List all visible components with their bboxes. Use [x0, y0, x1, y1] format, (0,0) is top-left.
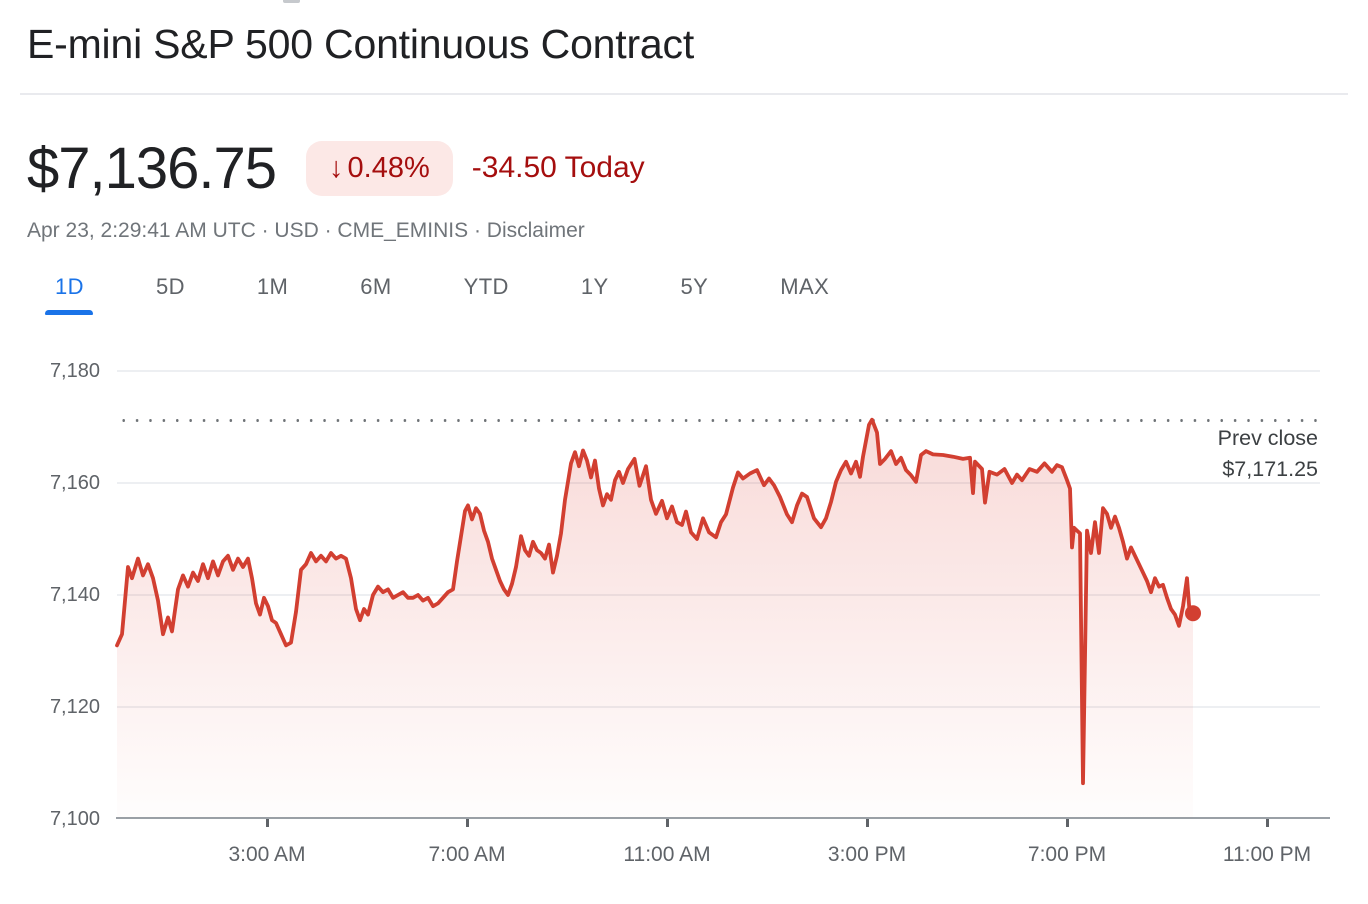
- y-axis-label: 7,180: [49, 360, 100, 382]
- y-axis-label: 7,160: [49, 472, 100, 494]
- tab-6m[interactable]: 6M: [360, 274, 392, 299]
- quote-timestamp: Apr 23, 2:29:41 AM UTC · USD · CME_EMINI…: [27, 219, 487, 242]
- tab-5d[interactable]: 5D: [155, 274, 185, 299]
- prev-close-text: Prev close: [1217, 426, 1318, 450]
- change-percent-badge: ↓ 0.48%: [306, 140, 453, 196]
- price-line: [115, 417, 1195, 786]
- last-price-dot: [1185, 605, 1201, 622]
- x-axis-label: 3:00 AM: [228, 843, 306, 866]
- x-tick-mark: [1266, 819, 1269, 827]
- tab-ytd[interactable]: YTD: [463, 274, 509, 299]
- down-arrow-icon: ↓: [329, 151, 344, 184]
- y-axis-label: 7,140: [49, 584, 100, 606]
- x-axis-label: 3:00 PM: [827, 843, 907, 866]
- tab-5y[interactable]: 5Y: [680, 274, 709, 299]
- quote-summary: $7,136.75 ↓ 0.48% -34.50 Today: [27, 134, 645, 202]
- prev-close-label: Prev close $7,171.25: [1218, 423, 1318, 485]
- x-tick-mark: [666, 819, 669, 827]
- x-tick-mark: [1066, 819, 1069, 827]
- disclaimer-link[interactable]: Disclaimer: [486, 219, 585, 242]
- tab-1d[interactable]: 1D: [55, 274, 84, 315]
- price-chart-plot[interactable]: [115, 350, 1320, 880]
- change-absolute-today: -34.50 Today: [471, 151, 645, 184]
- x-axis-label: 11:00 PM: [1222, 843, 1312, 866]
- x-axis-label: 7:00 PM: [1027, 843, 1107, 866]
- y-axis-label: 7,100: [49, 808, 100, 830]
- tab-1y[interactable]: 1Y: [580, 274, 609, 299]
- x-tick-mark: [866, 819, 869, 827]
- tab-max[interactable]: MAX: [780, 274, 830, 299]
- instrument-title: E-mini S&P 500 Continuous Contract: [27, 21, 695, 67]
- chart-area: 7,180 7,160 7,140 7,120 7,100 3:00 AM 7:00 AM 1…: [0, 350, 1368, 890]
- prev-close-line: [117, 419, 1320, 422]
- x-axis-label: 7:00 AM: [428, 843, 506, 866]
- y-axis-label: 7,120: [49, 696, 100, 718]
- header-divider: [20, 93, 1348, 95]
- x-tick-mark: [466, 819, 469, 827]
- prev-close-value: $7,171.25: [1222, 457, 1318, 481]
- tab-1m[interactable]: 1M: [256, 274, 289, 299]
- clipped-content-fragment: [283, 0, 300, 3]
- x-axis-label: 11:00 AM: [623, 843, 711, 866]
- time-range-tabs: 1D 5D 1M 6M YTD 1Y 5Y MAX: [55, 274, 829, 315]
- change-percent-value: 0.48%: [347, 151, 430, 184]
- quote-metadata: Apr 23, 2:29:41 AM UTC · USD · CME_EMINI…: [27, 219, 585, 243]
- h-gridline: [117, 370, 1320, 372]
- x-tick-mark: [266, 819, 269, 827]
- price-area-fill: [117, 419, 1193, 818]
- h-gridline: [117, 482, 1320, 484]
- current-price: $7,136.75: [27, 135, 277, 201]
